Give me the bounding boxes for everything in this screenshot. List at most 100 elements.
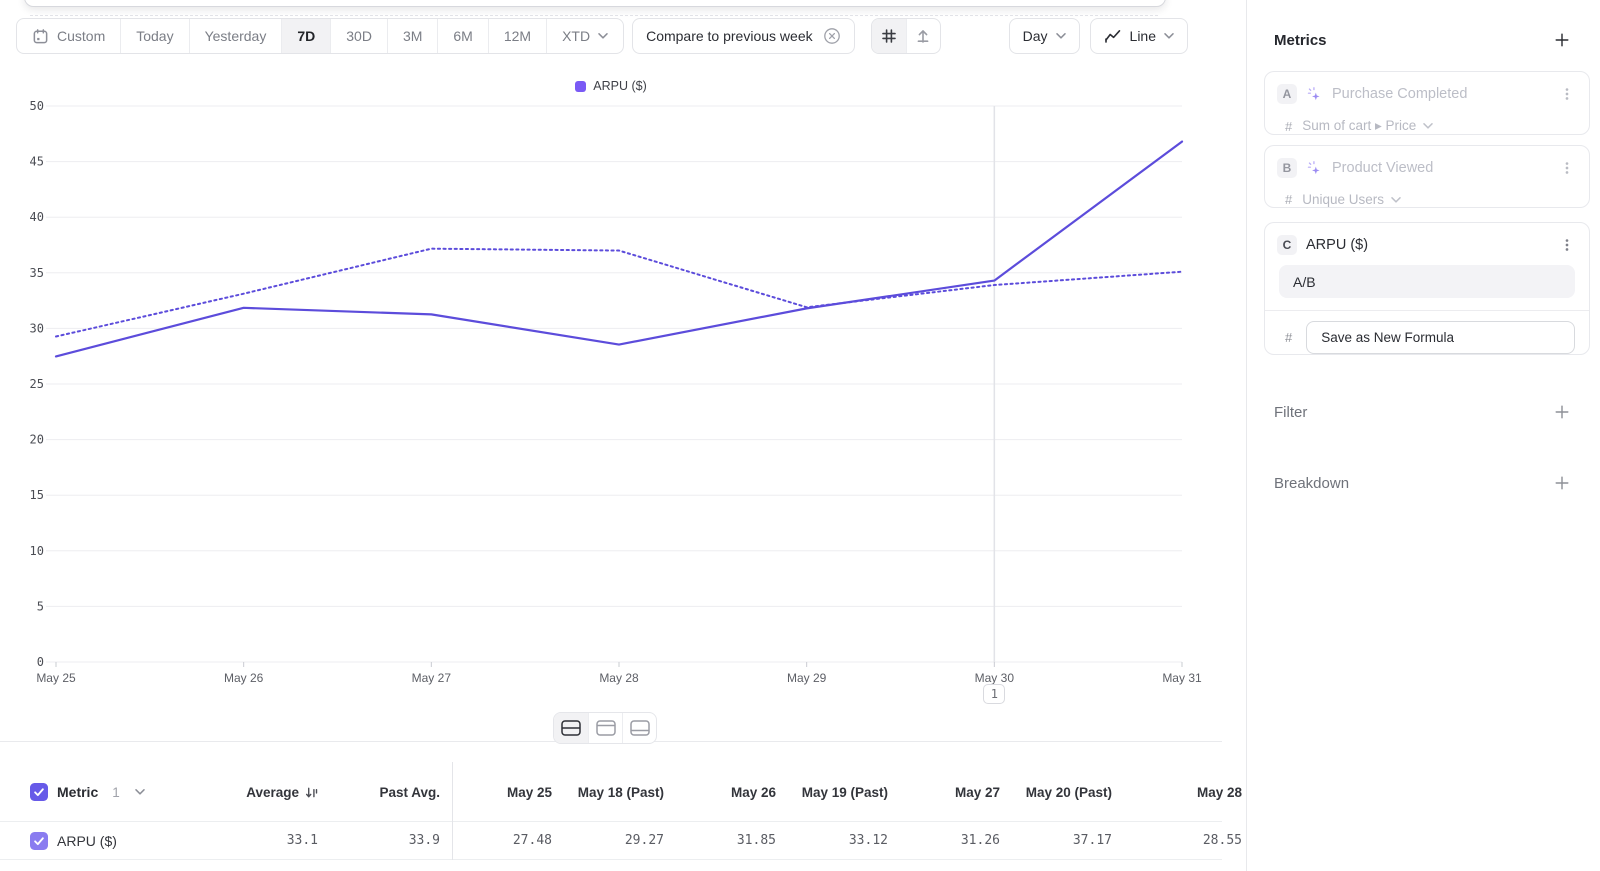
svg-text:20: 20	[30, 433, 44, 447]
kebab-menu-icon[interactable]	[1559, 237, 1575, 253]
date-range-7d[interactable]: 7D	[281, 19, 331, 53]
date-range-yesterday[interactable]: Yesterday	[188, 19, 282, 53]
date-range-12m[interactable]: 12M	[487, 19, 546, 53]
measure-selector[interactable]: # Unique Users	[1265, 178, 1589, 207]
plus-icon[interactable]	[1552, 402, 1572, 422]
table-value: 33.12	[848, 833, 888, 848]
measure-selector[interactable]: # Sum of cart ▸ Price	[1265, 104, 1589, 134]
interval-dropdown[interactable]: Day	[1008, 18, 1080, 54]
svg-text:45: 45	[30, 155, 44, 169]
previous-period-line	[55, 247, 1183, 338]
chart-legend: ARPU ($)	[0, 79, 1222, 93]
metric-card-header: A Purchase Completed	[1265, 72, 1589, 104]
date-range-label: 12M	[503, 28, 532, 44]
line-chart: 0 5 10 15 20 25 30 35 40 45 50 May 25 May 26 May 27 Ma…	[30, 99, 1202, 685]
plus-icon[interactable]	[1552, 30, 1572, 50]
column-header-may-27: May 27	[900, 785, 1012, 800]
metric-card-header: C ARPU ($)	[1265, 223, 1589, 255]
chart-type-dropdown[interactable]: Line	[1089, 18, 1188, 54]
svg-text:50: 50	[30, 99, 44, 113]
row-checkbox[interactable]	[30, 783, 48, 801]
interval-label: Day	[1022, 28, 1048, 44]
svg-text:May 25: May 25	[36, 671, 76, 685]
legend-label: ARPU ($)	[593, 79, 647, 93]
date-range-label: 30D	[346, 28, 372, 44]
compare-chip[interactable]: Compare to previous week	[632, 18, 855, 54]
date-range-3m[interactable]: 3M	[386, 19, 437, 53]
chart-type-label: Line	[1129, 28, 1156, 44]
metric-event-name[interactable]: ARPU ($)	[1306, 237, 1369, 253]
annotation-badge[interactable]: 1	[983, 684, 1006, 704]
metric-letter-badge: A	[1277, 84, 1297, 104]
kebab-menu-icon[interactable]	[1559, 160, 1575, 176]
layout-bottom-icon	[629, 720, 650, 736]
measure-label: Sum of cart ▸ Price	[1302, 118, 1417, 133]
layout-top-view-button[interactable]	[588, 713, 622, 743]
breakdown-title: Breakdown	[1274, 474, 1350, 492]
legend-swatch	[575, 80, 587, 92]
hash-icon: #	[1285, 192, 1293, 207]
metrics-header: Metrics	[1274, 30, 1572, 50]
date-range-30d[interactable]: 30D	[330, 19, 387, 53]
column-header-label: May 19 (Past)	[801, 784, 888, 800]
layout-bottom-view-button[interactable]	[622, 713, 656, 743]
line-chart-icon	[1104, 27, 1122, 45]
svg-text:40: 40	[30, 210, 44, 224]
svg-text:35: 35	[30, 266, 44, 280]
compare-chip-label: Compare to previous week	[646, 28, 813, 44]
column-header-may-26: May 26	[676, 785, 788, 800]
table-value: 31.26	[960, 833, 1000, 848]
column-header-label: Past Avg.	[379, 784, 440, 800]
check-icon	[34, 836, 44, 845]
floating-card-edge	[24, 0, 1166, 7]
sparkle-icon	[1306, 160, 1323, 177]
chevron-down-icon	[1055, 31, 1066, 41]
column-header-may-28: May 28	[1124, 785, 1246, 800]
chevron-down-icon	[598, 31, 608, 41]
save-as-new-formula-button[interactable]: Save as New Formula	[1306, 321, 1575, 354]
svg-text:May 29: May 29	[787, 671, 827, 685]
svg-text:0: 0	[37, 655, 44, 669]
select-all-cell: Metric 1	[0, 783, 212, 801]
column-header-may-25: May 25	[452, 785, 564, 800]
table-value: 33.9	[408, 833, 440, 848]
column-header-label: May 20 (Past)	[1025, 784, 1112, 800]
chevron-down-icon	[1423, 121, 1434, 131]
column-header-past-avg-: Past Avg.	[330, 785, 452, 800]
breakdown-header: Breakdown	[1274, 473, 1572, 493]
formula-input[interactable]: A/B	[1279, 265, 1575, 298]
date-range-custom[interactable]: Custom	[17, 19, 120, 53]
card-divider	[1265, 310, 1589, 311]
results-table: Metric 1 Average Past Avg. May 25 May 18 (Pas…	[0, 741, 1242, 860]
metric-dropdown-label[interactable]: Metric	[57, 784, 99, 800]
metric-event-name[interactable]: Product Viewed	[1332, 160, 1434, 176]
table-value: 27.48	[512, 833, 552, 848]
svg-text:May 30: May 30	[975, 671, 1015, 685]
kebab-menu-icon[interactable]	[1559, 86, 1575, 102]
chevron-down-icon[interactable]	[135, 787, 145, 797]
column-header-label: May 27	[954, 784, 1000, 800]
column-header-may-20-past-: May 20 (Past)	[1012, 785, 1124, 800]
layout-split-view-button[interactable]	[554, 713, 588, 743]
column-header-label: Average	[246, 784, 299, 800]
main-panel: Custom Today Yesterday 7D 30D 3M 6M 12M XTD Comp…	[0, 0, 1246, 860]
metric-event-name[interactable]: Purchase Completed	[1332, 86, 1468, 102]
measure-label: Unique Users	[1302, 192, 1385, 207]
svg-text:15: 15	[30, 488, 44, 502]
chart-area[interactable]: 0 5 10 15 20 25 30 35 40 45 50 May 25 May 26 May 27 Ma…	[0, 70, 1246, 710]
filter-title: Filter	[1274, 403, 1308, 421]
metric-card-b: B Product Viewed # Unique Users	[1264, 145, 1590, 208]
date-range-6m[interactable]: 6M	[437, 19, 487, 53]
date-range-xtd[interactable]: XTD	[546, 19, 623, 53]
svg-text:May 26: May 26	[224, 671, 264, 685]
check-icon	[34, 788, 44, 797]
plus-icon[interactable]	[1552, 473, 1572, 493]
column-header-may-19-past-: May 19 (Past)	[788, 785, 900, 800]
column-header-average[interactable]: Average	[212, 785, 330, 800]
sort-icon[interactable]	[305, 786, 318, 799]
row-checkbox[interactable]	[30, 831, 48, 850]
date-range-today[interactable]: Today	[120, 19, 188, 53]
date-range-label: 3M	[402, 28, 423, 44]
current-period-line	[54, 140, 1184, 358]
x-circle-icon[interactable]	[823, 27, 841, 45]
